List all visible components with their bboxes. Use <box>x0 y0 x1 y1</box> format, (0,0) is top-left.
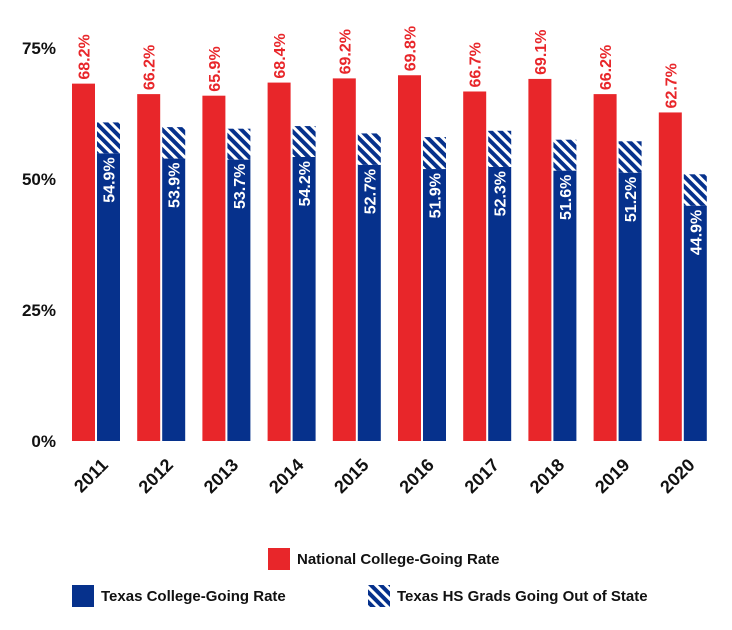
bar-texas <box>97 153 120 441</box>
data-label-national: 62.7% <box>663 63 680 108</box>
data-label-national: 66.7% <box>468 42 485 87</box>
bar-national <box>267 82 291 442</box>
bar-out-of-state <box>683 174 707 206</box>
bar-out-of-state <box>97 122 120 154</box>
bar-out-of-state <box>227 128 251 160</box>
data-label-national: 65.9% <box>207 46 224 91</box>
bar-texas <box>618 172 642 441</box>
data-labels: 68.2% 54.9% 66.2% 53.9% 65.9% 53.7% 68.4% 54.2%… <box>76 26 705 255</box>
bar-texas <box>227 159 251 441</box>
data-label-texas: 53.9% <box>167 163 184 208</box>
bar-out-of-state <box>488 130 512 167</box>
data-label-texas: 54.9% <box>102 157 119 202</box>
data-label-national: 69.1% <box>533 30 550 75</box>
bar-national <box>658 112 682 442</box>
legend-label-national: National College-Going Rate <box>297 550 500 568</box>
data-label-national: 69.8% <box>403 26 420 71</box>
x-tick-label: 2011 <box>70 455 112 497</box>
data-label-texas: 51.2% <box>623 177 640 222</box>
data-label-texas: 51.6% <box>558 175 575 220</box>
x-tick-label: 2016 <box>395 455 437 497</box>
bar-out-of-state <box>618 141 642 173</box>
bar-national <box>72 83 95 442</box>
bars <box>72 75 707 442</box>
bar-texas <box>357 164 381 442</box>
bar-national <box>593 94 617 441</box>
x-tick-label: 2014 <box>265 455 307 497</box>
bar-out-of-state <box>162 127 186 159</box>
data-label-texas: 53.7% <box>232 164 249 209</box>
y-tick-label: 25% <box>22 301 56 320</box>
data-label-national: 68.2% <box>76 34 93 79</box>
x-axis: 2011 2012 2013 2014 2015 2016 2017 2018 2019 2020 <box>70 455 699 497</box>
x-tick-label: 2019 <box>591 455 633 497</box>
data-label-texas: 54.2% <box>297 161 314 206</box>
data-label-texas: 51.9% <box>428 173 445 218</box>
x-tick-label: 2020 <box>656 455 698 497</box>
bar-out-of-state <box>423 137 446 170</box>
bar-national <box>137 94 161 441</box>
bar-texas <box>292 156 316 441</box>
bar-texas <box>423 169 446 441</box>
legend-swatch-texas <box>72 585 94 607</box>
data-label-national: 66.2% <box>598 45 615 90</box>
legend-label-texas: Texas College-Going Rate <box>101 587 286 605</box>
y-tick-label: 0% <box>31 432 56 451</box>
bar-out-of-state <box>357 133 381 165</box>
bar-national <box>202 95 226 442</box>
data-label-texas: 44.9% <box>688 210 705 255</box>
data-label-national: 68.4% <box>272 33 289 78</box>
legend-texas: Texas College-Going Rate <box>72 585 286 607</box>
legend-swatch-national <box>268 548 290 570</box>
data-label-texas: 52.3% <box>493 171 510 216</box>
data-label-texas: 52.7% <box>362 169 379 214</box>
legend-swatch-out-of-state <box>368 585 390 607</box>
bar-texas <box>162 158 186 441</box>
x-tick-label: 2012 <box>135 455 177 497</box>
legend-national: National College-Going Rate <box>268 548 500 570</box>
y-tick-label: 75% <box>22 39 56 58</box>
legend-label-out-of-state: Texas HS Grads Going Out of State <box>397 587 648 605</box>
data-label-national: 69.2% <box>337 29 354 74</box>
bar-texas <box>683 205 707 441</box>
bar-texas <box>488 166 512 441</box>
legend-out-of-state: Texas HS Grads Going Out of State <box>368 585 648 607</box>
x-tick-label: 2017 <box>461 455 503 497</box>
y-tick-label: 50% <box>22 170 56 189</box>
x-tick-label: 2018 <box>526 455 568 497</box>
bar-national <box>528 78 552 441</box>
x-tick-label: 2013 <box>200 455 242 497</box>
data-label-national: 66.2% <box>142 45 159 90</box>
bar-national <box>463 91 487 441</box>
bar-out-of-state <box>553 139 577 171</box>
bar-out-of-state <box>292 126 316 157</box>
y-axis: 0% 25% 50% 75% <box>22 39 56 451</box>
x-tick-label: 2015 <box>330 455 372 497</box>
bar-national <box>398 75 421 442</box>
bar-texas <box>553 170 577 441</box>
bar-national <box>332 78 356 441</box>
